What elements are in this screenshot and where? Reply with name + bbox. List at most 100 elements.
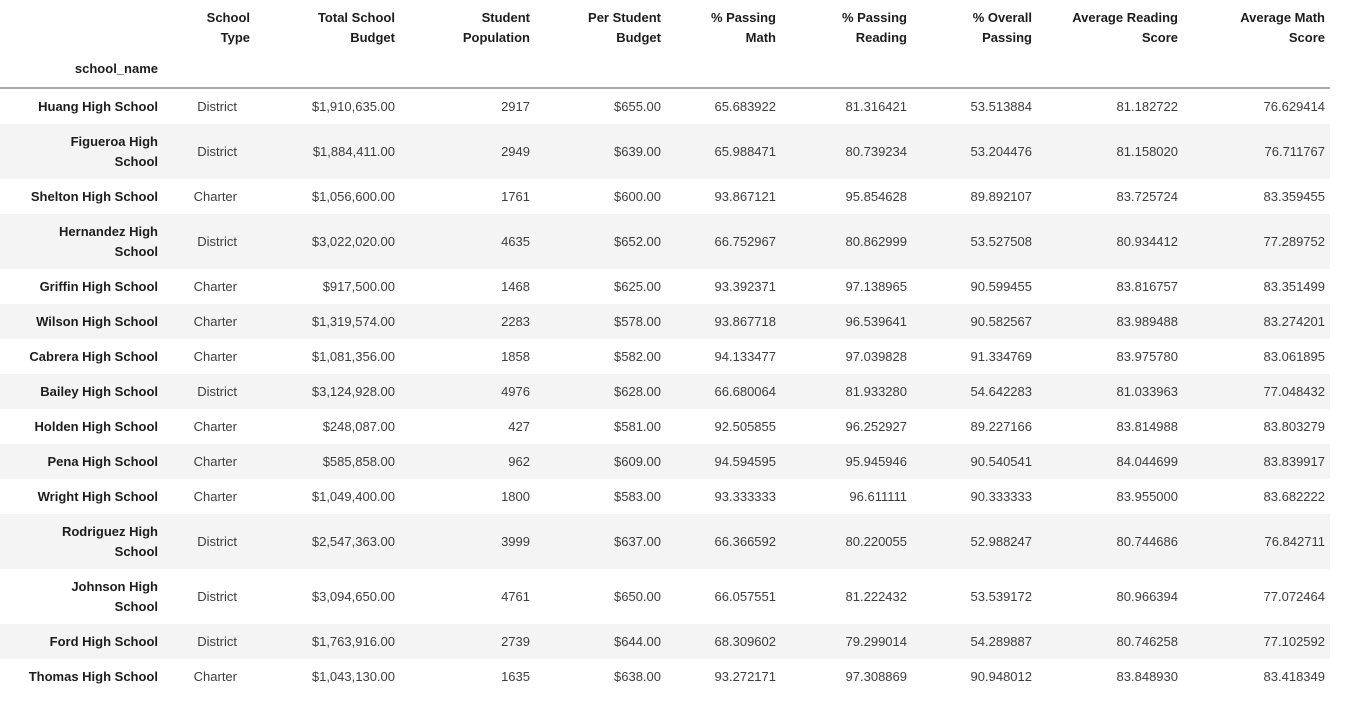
cell-avg-math-score: 83.682222	[1263, 488, 1325, 504]
cell-per-student-budget: $644.00	[614, 633, 661, 649]
cell-total-school-budget: $1,049,400.00	[311, 488, 395, 504]
cell-student-population: 2739	[501, 633, 530, 649]
cell-pct-passing-math: 65.988471	[714, 143, 776, 159]
cell-student-population: 4635	[501, 233, 530, 249]
cell-pct-passing-reading: 79.299014	[845, 633, 907, 649]
table-row: Pena High School Charter $585,858.00 962…	[0, 444, 1330, 479]
cell-total-school-budget: $3,124,928.00	[311, 383, 395, 399]
cell-avg-math-score: 77.072464	[1263, 588, 1325, 604]
cell-pct-overall-passing: 90.582567	[970, 313, 1032, 329]
cell-total-school-budget: $248,087.00	[322, 418, 395, 434]
cell-school-type: Charter	[193, 188, 237, 204]
cell-school-name: Figueroa High School	[70, 133, 158, 169]
index-label: school_name	[0, 57, 165, 89]
cell-avg-math-score: 83.418349	[1263, 668, 1325, 684]
cell-student-population: 1858	[501, 348, 530, 364]
cell-avg-math-score: 77.102592	[1263, 633, 1325, 649]
cell-avg-reading-score: 83.725724	[1116, 188, 1178, 204]
cell-avg-reading-score: 83.816757	[1116, 278, 1178, 294]
cell-school-name: Pena High School	[47, 453, 158, 469]
cell-school-type: Charter	[193, 348, 237, 364]
cell-pct-overall-passing: 53.513884	[970, 98, 1032, 114]
cell-pct-passing-math: 68.309602	[714, 633, 776, 649]
cell-pct-passing-reading: 96.252927	[845, 418, 907, 434]
cell-pct-passing-math: 66.057551	[714, 588, 776, 604]
cell-avg-math-score: 83.061895	[1263, 348, 1325, 364]
cell-pct-passing-reading: 97.138965	[845, 278, 907, 294]
cell-pct-overall-passing: 53.204476	[970, 143, 1032, 159]
col-header-pct-passing-math: % Passing Math	[710, 10, 776, 45]
cell-school-type: District	[197, 588, 237, 604]
cell-total-school-budget: $1,910,635.00	[311, 98, 395, 114]
cell-school-type: Charter	[193, 453, 237, 469]
cell-student-population: 1800	[501, 488, 530, 504]
col-header-total-budget: Total School Budget	[317, 10, 395, 45]
cell-pct-passing-math: 93.272171	[714, 668, 776, 684]
cell-pct-passing-math: 92.505855	[714, 418, 776, 434]
table-header: School Type Total School Budget Student …	[0, 0, 1330, 89]
cell-per-student-budget: $652.00	[614, 233, 661, 249]
cell-pct-passing-reading: 81.222432	[845, 588, 907, 604]
cell-school-name: Thomas High School	[28, 668, 158, 684]
cell-per-student-budget: $650.00	[614, 588, 661, 604]
column-header-row: School Type Total School Budget Student …	[0, 0, 1330, 57]
cell-pct-passing-reading: 80.739234	[845, 143, 907, 159]
cell-avg-math-score: 76.842711	[1264, 533, 1326, 549]
cell-school-type: District	[197, 633, 237, 649]
cell-avg-reading-score: 80.746258	[1116, 633, 1178, 649]
table-row: Griffin High School Charter $917,500.00 …	[0, 269, 1330, 304]
cell-pct-passing-reading: 81.316421	[845, 98, 907, 114]
cell-total-school-budget: $3,094,650.00	[311, 588, 395, 604]
cell-total-school-budget: $3,022,020.00	[311, 233, 395, 249]
cell-pct-passing-math: 66.366592	[714, 533, 776, 549]
cell-school-name: Ford High School	[49, 633, 158, 649]
cell-avg-math-score: 83.839917	[1263, 453, 1325, 469]
cell-total-school-budget: $917,500.00	[322, 278, 395, 294]
cell-school-type: District	[197, 233, 237, 249]
cell-avg-math-score: 83.351499	[1263, 278, 1325, 294]
table-body: Huang High School District $1,910,635.00…	[0, 88, 1330, 694]
table-row: Cabrera High School Charter $1,081,356.0…	[0, 339, 1330, 374]
cell-per-student-budget: $578.00	[614, 313, 661, 329]
cell-student-population: 2949	[501, 143, 530, 159]
cell-per-student-budget: $581.00	[614, 418, 661, 434]
cell-per-student-budget: $625.00	[614, 278, 661, 294]
cell-avg-math-score: 76.629414	[1263, 98, 1325, 114]
cell-student-population: 962	[508, 453, 530, 469]
cell-school-name: Cabrera High School	[29, 348, 158, 364]
cell-pct-passing-math: 94.133477	[714, 348, 776, 364]
cell-per-student-budget: $600.00	[614, 188, 661, 204]
cell-pct-passing-math: 93.392371	[714, 278, 776, 294]
col-header-avg-reading-score: Average Reading Score	[1072, 10, 1178, 45]
cell-pct-passing-reading: 81.933280	[845, 383, 907, 399]
cell-school-name: Rodriguez High School	[61, 523, 158, 559]
cell-school-name: Wilson High School	[36, 313, 158, 329]
cell-pct-overall-passing: 89.892107	[970, 188, 1032, 204]
table-row: Huang High School District $1,910,635.00…	[0, 88, 1330, 124]
cell-pct-overall-passing: 53.539172	[970, 588, 1032, 604]
cell-school-type: Charter	[193, 668, 237, 684]
cell-pct-passing-reading: 95.854628	[845, 188, 907, 204]
cell-avg-reading-score: 81.182722	[1116, 98, 1178, 114]
cell-avg-math-score: 83.274201	[1263, 313, 1325, 329]
cell-pct-overall-passing: 54.289887	[970, 633, 1032, 649]
cell-school-name: Hernandez High School	[59, 223, 158, 259]
cell-student-population: 1761	[501, 188, 530, 204]
cell-pct-passing-reading: 95.945946	[845, 453, 907, 469]
cell-pct-passing-reading: 80.862999	[845, 233, 907, 249]
cell-avg-reading-score: 83.848930	[1116, 668, 1178, 684]
cell-total-school-budget: $585,858.00	[322, 453, 395, 469]
cell-pct-overall-passing: 52.988247	[970, 533, 1032, 549]
cell-pct-passing-math: 93.867121	[714, 188, 776, 204]
cell-per-student-budget: $628.00	[614, 383, 661, 399]
col-header-pct-overall-passing: % Overall Passing	[972, 10, 1032, 45]
cell-school-type: Charter	[193, 418, 237, 434]
col-header-school-type: School Type	[206, 10, 250, 45]
index-row-spacer	[165, 57, 1330, 89]
cell-avg-reading-score: 80.966394	[1116, 588, 1178, 604]
cell-per-student-budget: $637.00	[614, 533, 661, 549]
cell-total-school-budget: $1,056,600.00	[311, 188, 395, 204]
cell-student-population: 2283	[501, 313, 530, 329]
cell-school-type: Charter	[193, 278, 237, 294]
cell-avg-reading-score: 84.044699	[1116, 453, 1178, 469]
